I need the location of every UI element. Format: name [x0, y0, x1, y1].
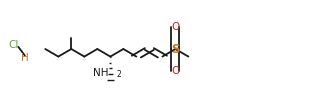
- Text: 2: 2: [116, 70, 121, 79]
- Text: NH: NH: [93, 68, 109, 78]
- Text: H: H: [21, 53, 29, 63]
- Text: O: O: [171, 22, 179, 32]
- Text: S: S: [171, 43, 180, 56]
- Text: Cl: Cl: [9, 40, 19, 50]
- Text: O: O: [171, 66, 179, 76]
